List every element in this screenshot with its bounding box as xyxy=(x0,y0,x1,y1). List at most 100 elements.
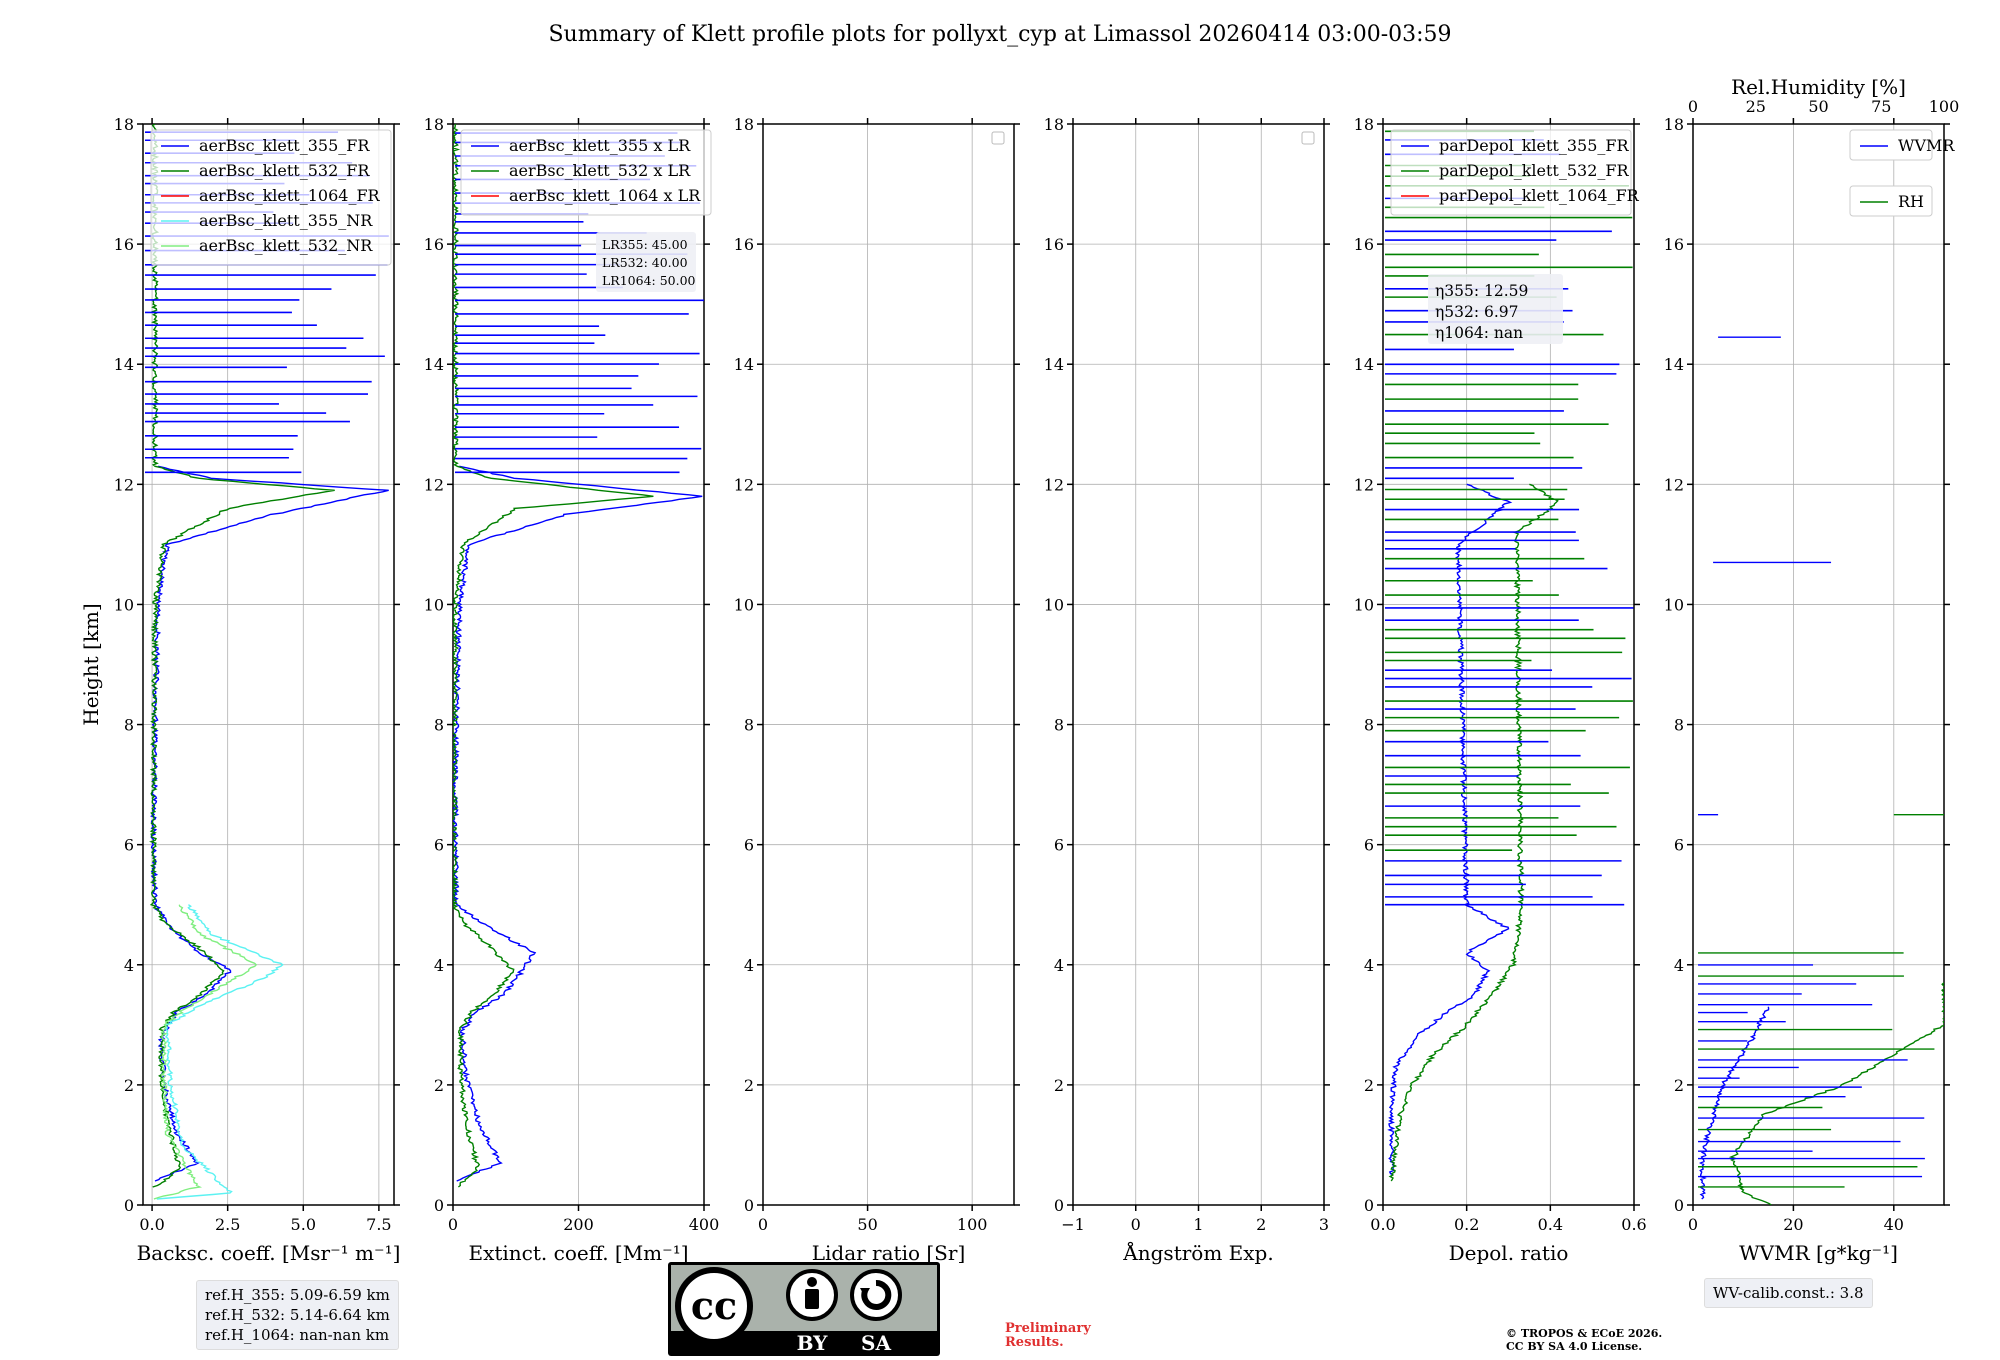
refh-532: ref.H_532: 5.14-6.64 km xyxy=(205,1306,390,1324)
xtick-label: 1 xyxy=(1193,1215,1203,1234)
ytick-label: 12 xyxy=(424,475,444,494)
figure-title: Summary of Klett profile plots for polly… xyxy=(548,22,1452,47)
xtick-label: 0 xyxy=(758,1215,768,1234)
empty-legend xyxy=(991,131,1005,145)
ytick-label: 12 xyxy=(114,475,134,494)
ytick-label: 16 xyxy=(734,235,754,254)
ytick-label: 10 xyxy=(1044,595,1064,614)
legend-box xyxy=(1849,185,1933,217)
ytick-label: 18 xyxy=(734,115,754,134)
x2tick-label: 25 xyxy=(1746,97,1766,116)
plot-frame xyxy=(1072,123,1325,1206)
series-aerBsc_klett_532 x LR xyxy=(453,124,654,1188)
ytick-label: 6 xyxy=(434,836,444,855)
legend-box xyxy=(150,129,392,266)
xtick-label: 20 xyxy=(1783,1215,1803,1234)
ytick-label: 2 xyxy=(1054,1076,1064,1095)
copyright-line2: CC BY SA 4.0 License. xyxy=(1506,1340,1643,1353)
series-parDepol_klett_532_FR xyxy=(1388,483,1559,1182)
panel-dep: 0 2 4 6 8 10 12 14 16 18 0.0 0.2 0.4 0.6 Depol. ratio p… xyxy=(1354,115,1647,1265)
legend-label: RH xyxy=(1898,192,1924,211)
x-axis-label: Depol. ratio xyxy=(1449,1241,1569,1265)
panel-lr: 0 2 4 6 8 10 12 14 16 18 0 50 100 Lidar ratio [Sr] xyxy=(734,115,1020,1265)
ytick-label: 0 xyxy=(434,1196,444,1215)
lr-value: LR1064: 50.00 xyxy=(602,273,696,288)
ytick-label: 2 xyxy=(434,1076,444,1095)
xtick-label: 5.0 xyxy=(291,1215,316,1234)
eta-value: η1064: nan xyxy=(1435,324,1523,342)
legend-label: aerBsc_klett_1064_FR xyxy=(199,186,381,205)
ytick-label: 2 xyxy=(1364,1076,1374,1095)
series-group xyxy=(453,124,704,1188)
series-WVMR xyxy=(1698,1006,1770,1200)
x2tick-label: 50 xyxy=(1808,97,1828,116)
ytick-label: 4 xyxy=(744,956,754,975)
ytick-label: 12 xyxy=(734,475,754,494)
ytick-label: 18 xyxy=(1044,115,1064,134)
xtick-label: 200 xyxy=(563,1215,594,1234)
legend: WVMR RH xyxy=(1849,129,1955,217)
cc-mark: cc xyxy=(691,1283,737,1328)
ytick-label: 4 xyxy=(1674,956,1684,975)
ytick-label: 16 xyxy=(114,235,134,254)
xtick-label: 0.0 xyxy=(1370,1215,1395,1234)
xtick-label: 400 xyxy=(689,1215,720,1234)
ytick-label: 6 xyxy=(744,836,754,855)
xtick-label: 100 xyxy=(957,1215,988,1234)
preliminary-line1: Preliminary xyxy=(1005,1321,1091,1336)
ytick-label: 12 xyxy=(1354,475,1374,494)
ytick-label: 16 xyxy=(1044,235,1064,254)
x2-axis-label: Rel.Humidity [%] xyxy=(1731,75,1906,99)
xtick-label: 2.5 xyxy=(215,1215,240,1234)
xtick-label: 0.0 xyxy=(139,1215,164,1234)
ytick-label: 16 xyxy=(1354,235,1374,254)
ytick-label: 6 xyxy=(1674,836,1684,855)
series-aerBsc_klett_532_NR xyxy=(153,904,258,1200)
preliminary-line2: Results. xyxy=(1005,1335,1064,1350)
x-axis-label: Extinct. coeff. [Mm⁻¹] xyxy=(468,1241,688,1265)
ytick-label: 8 xyxy=(1054,716,1064,735)
x-axis-label: Backsc. coeff. [Msr⁻¹ m⁻¹] xyxy=(137,1241,401,1265)
xtick-label: 0.4 xyxy=(1538,1215,1563,1234)
xtick-label: 0.2 xyxy=(1454,1215,1479,1234)
ytick-label: 0 xyxy=(744,1196,754,1215)
plot-frame xyxy=(762,123,1015,1206)
legend-label: aerBsc_klett_1064 x LR xyxy=(509,186,701,205)
xtick-label: 7.5 xyxy=(366,1215,391,1234)
xtick-label: 0 xyxy=(1131,1215,1141,1234)
ytick-label: 10 xyxy=(114,595,134,614)
legend-label: parDepol_klett_1064_FR xyxy=(1439,186,1640,205)
ytick-label: 6 xyxy=(1054,836,1064,855)
ytick-label: 0 xyxy=(124,1196,134,1215)
x-axis-label: Lidar ratio [Sr] xyxy=(812,1241,966,1265)
plot-frame xyxy=(1382,123,1635,1206)
ytick-label: 14 xyxy=(734,355,754,374)
ytick-label: 2 xyxy=(124,1076,134,1095)
ytick-label: 18 xyxy=(114,115,134,134)
wv-calib-const: WV-calib.const.: 3.8 xyxy=(1713,1284,1864,1302)
ytick-label: 16 xyxy=(1664,235,1684,254)
copyright-notice: © TROPOS & ECoE 2026. CC BY SA 4.0 Licen… xyxy=(1506,1327,1662,1353)
xtick-label: 0.6 xyxy=(1621,1215,1646,1234)
copyright-line1: © TROPOS & ECoE 2026. xyxy=(1506,1327,1663,1340)
ytick-label: 14 xyxy=(1354,355,1374,374)
series-group xyxy=(1698,336,1944,1205)
xtick-label: 3 xyxy=(1319,1215,1329,1234)
ytick-label: 8 xyxy=(744,716,754,735)
series-aerBsc_klett_355_NR xyxy=(156,904,284,1200)
legend-label: WVMR xyxy=(1898,136,1955,155)
ytick-label: 12 xyxy=(1664,475,1684,494)
legend-label: aerBsc_klett_532 x LR xyxy=(509,161,691,180)
ytick-label: 0 xyxy=(1674,1196,1684,1215)
cc-sa-label: SA xyxy=(861,1331,891,1355)
ytick-label: 4 xyxy=(124,956,134,975)
ytick-label: 0 xyxy=(1364,1196,1374,1215)
ytick-label: 18 xyxy=(424,115,444,134)
legend-label: aerBsc_klett_355_NR xyxy=(199,211,373,230)
ytick-label: 14 xyxy=(424,355,444,374)
series-aerBsc_klett_355_FR xyxy=(149,465,389,1182)
ytick-label: 4 xyxy=(1054,956,1064,975)
x2tick-label: 0 xyxy=(1688,97,1698,116)
